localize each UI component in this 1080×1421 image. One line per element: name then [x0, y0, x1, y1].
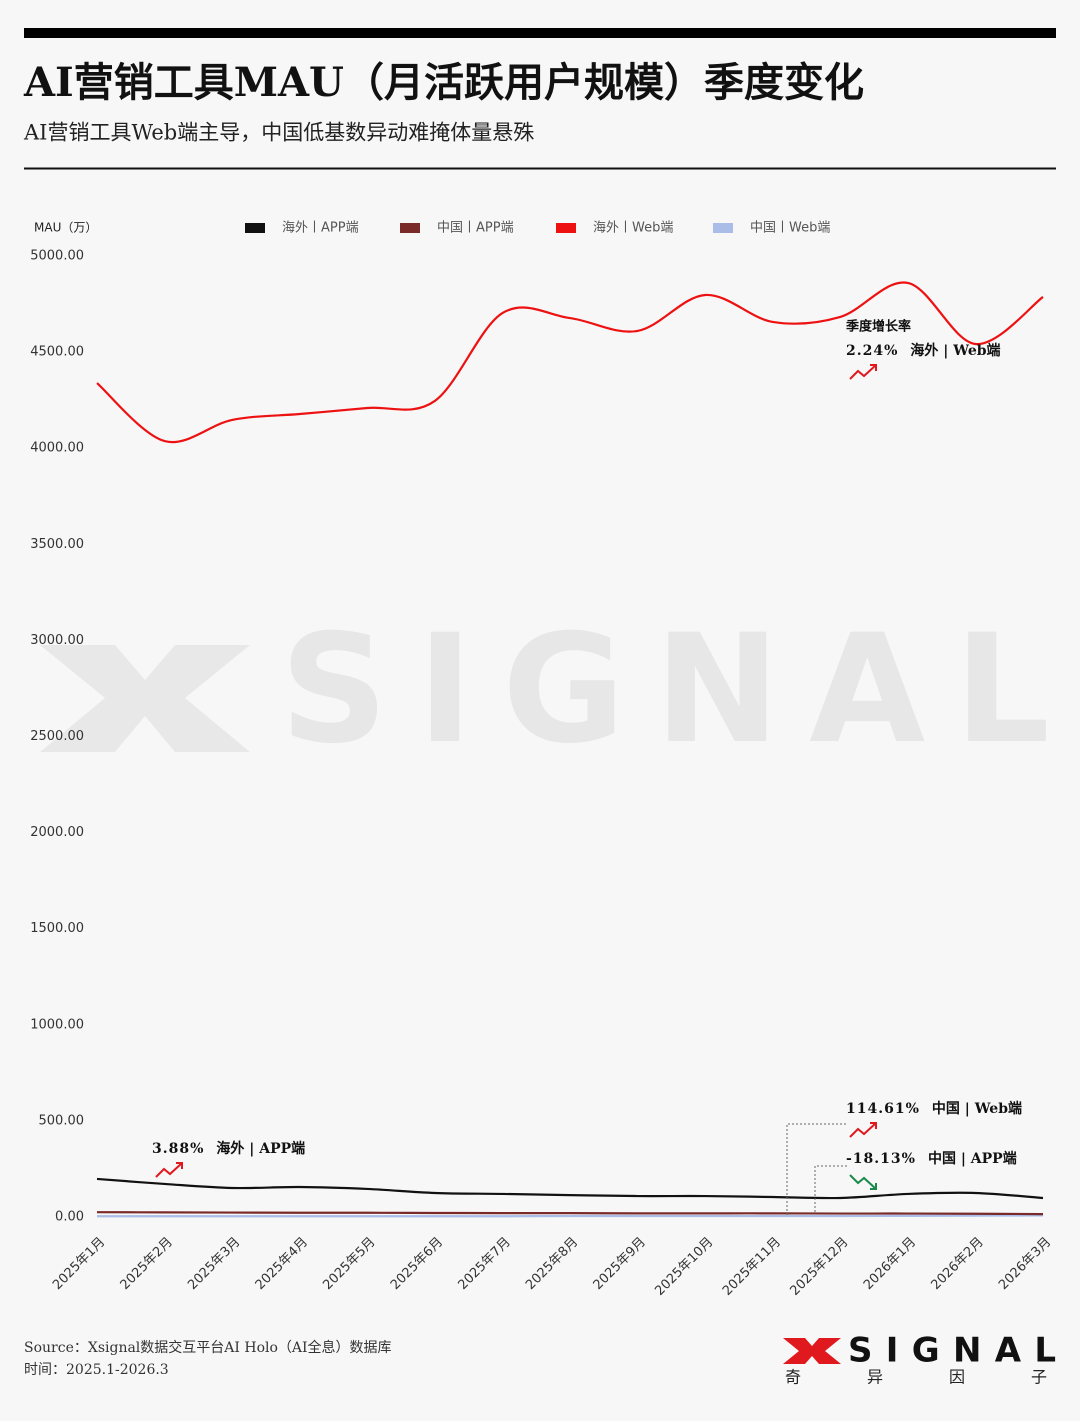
annotation-rate: 114.61% [846, 1101, 920, 1117]
series-line [96, 281, 1044, 444]
time: 时间：2025.1-2026.3 [24, 1362, 169, 1378]
watermark-x [40, 645, 250, 752]
subtitle: AI营销工具Web端主导，中国低基数异动难掩体量悬殊 [23, 121, 534, 145]
y-tick-label: 4500.00 [30, 345, 84, 360]
y-tick-label: 2500.00 [30, 729, 84, 744]
y-tick-label: 0.00 [55, 1210, 84, 1225]
source: Source：Xsignal数据交互平台AI Holo（AI全息）数据库 [24, 1339, 392, 1356]
y-tick-label: 1000.00 [30, 1017, 84, 1032]
annotation-series: 中国 | Web端 [932, 1100, 1022, 1117]
annotation-rate: 3.88% [152, 1141, 204, 1157]
trend-arrow [849, 364, 877, 380]
legend-swatch [556, 223, 576, 233]
trend-arrow [849, 1122, 877, 1138]
logo-sub: 异 [867, 1368, 883, 1387]
annotation-series: 海外 | Web端 [910, 342, 1000, 359]
title: AI营销工具MAU（月活跃用户规模）季度变化 [23, 59, 864, 106]
y-axis-label: MAU（万） [34, 221, 97, 235]
trend-arrow [155, 1162, 183, 1178]
annotation-rate: -18.13% [846, 1151, 916, 1167]
legend-swatch [245, 223, 265, 233]
annotation-series: 海外 | APP端 [216, 1140, 305, 1157]
logo-sub: 子 [1031, 1368, 1047, 1387]
series-line [96, 1214, 1044, 1218]
y-tick-label: 1500.00 [30, 921, 84, 936]
annotation-series: 中国 | APP端 [928, 1150, 1017, 1167]
y-tick-label: 4000.00 [30, 441, 84, 456]
y-tick-label: 3500.00 [30, 537, 84, 552]
y-tick-label: 5000.00 [30, 249, 84, 264]
annotation-rate: 2.24% [846, 343, 898, 359]
connector [814, 1165, 848, 1212]
logo-sub: 奇 [785, 1368, 801, 1387]
series-line [96, 1211, 1044, 1216]
series-line [96, 1177, 1044, 1200]
legend-swatch [400, 223, 420, 233]
logo-x [783, 1338, 841, 1364]
legend-label: 中国丨APP端 [437, 221, 514, 236]
top-bar [24, 28, 1056, 38]
y-tick-label: 500.00 [39, 1113, 85, 1128]
legend-swatch [713, 223, 733, 233]
annotation-heading: 季度增长率 [845, 319, 911, 335]
legend-label: 中国丨Web端 [750, 221, 830, 236]
y-tick-label: 3000.00 [30, 633, 84, 648]
legend-label: 海外丨APP端 [282, 221, 359, 236]
trend-arrow [849, 1174, 877, 1190]
y-tick-label: 2000.00 [30, 825, 84, 840]
legend-label: 海外丨Web端 [593, 221, 673, 236]
logo-sub: 因 [949, 1368, 965, 1387]
